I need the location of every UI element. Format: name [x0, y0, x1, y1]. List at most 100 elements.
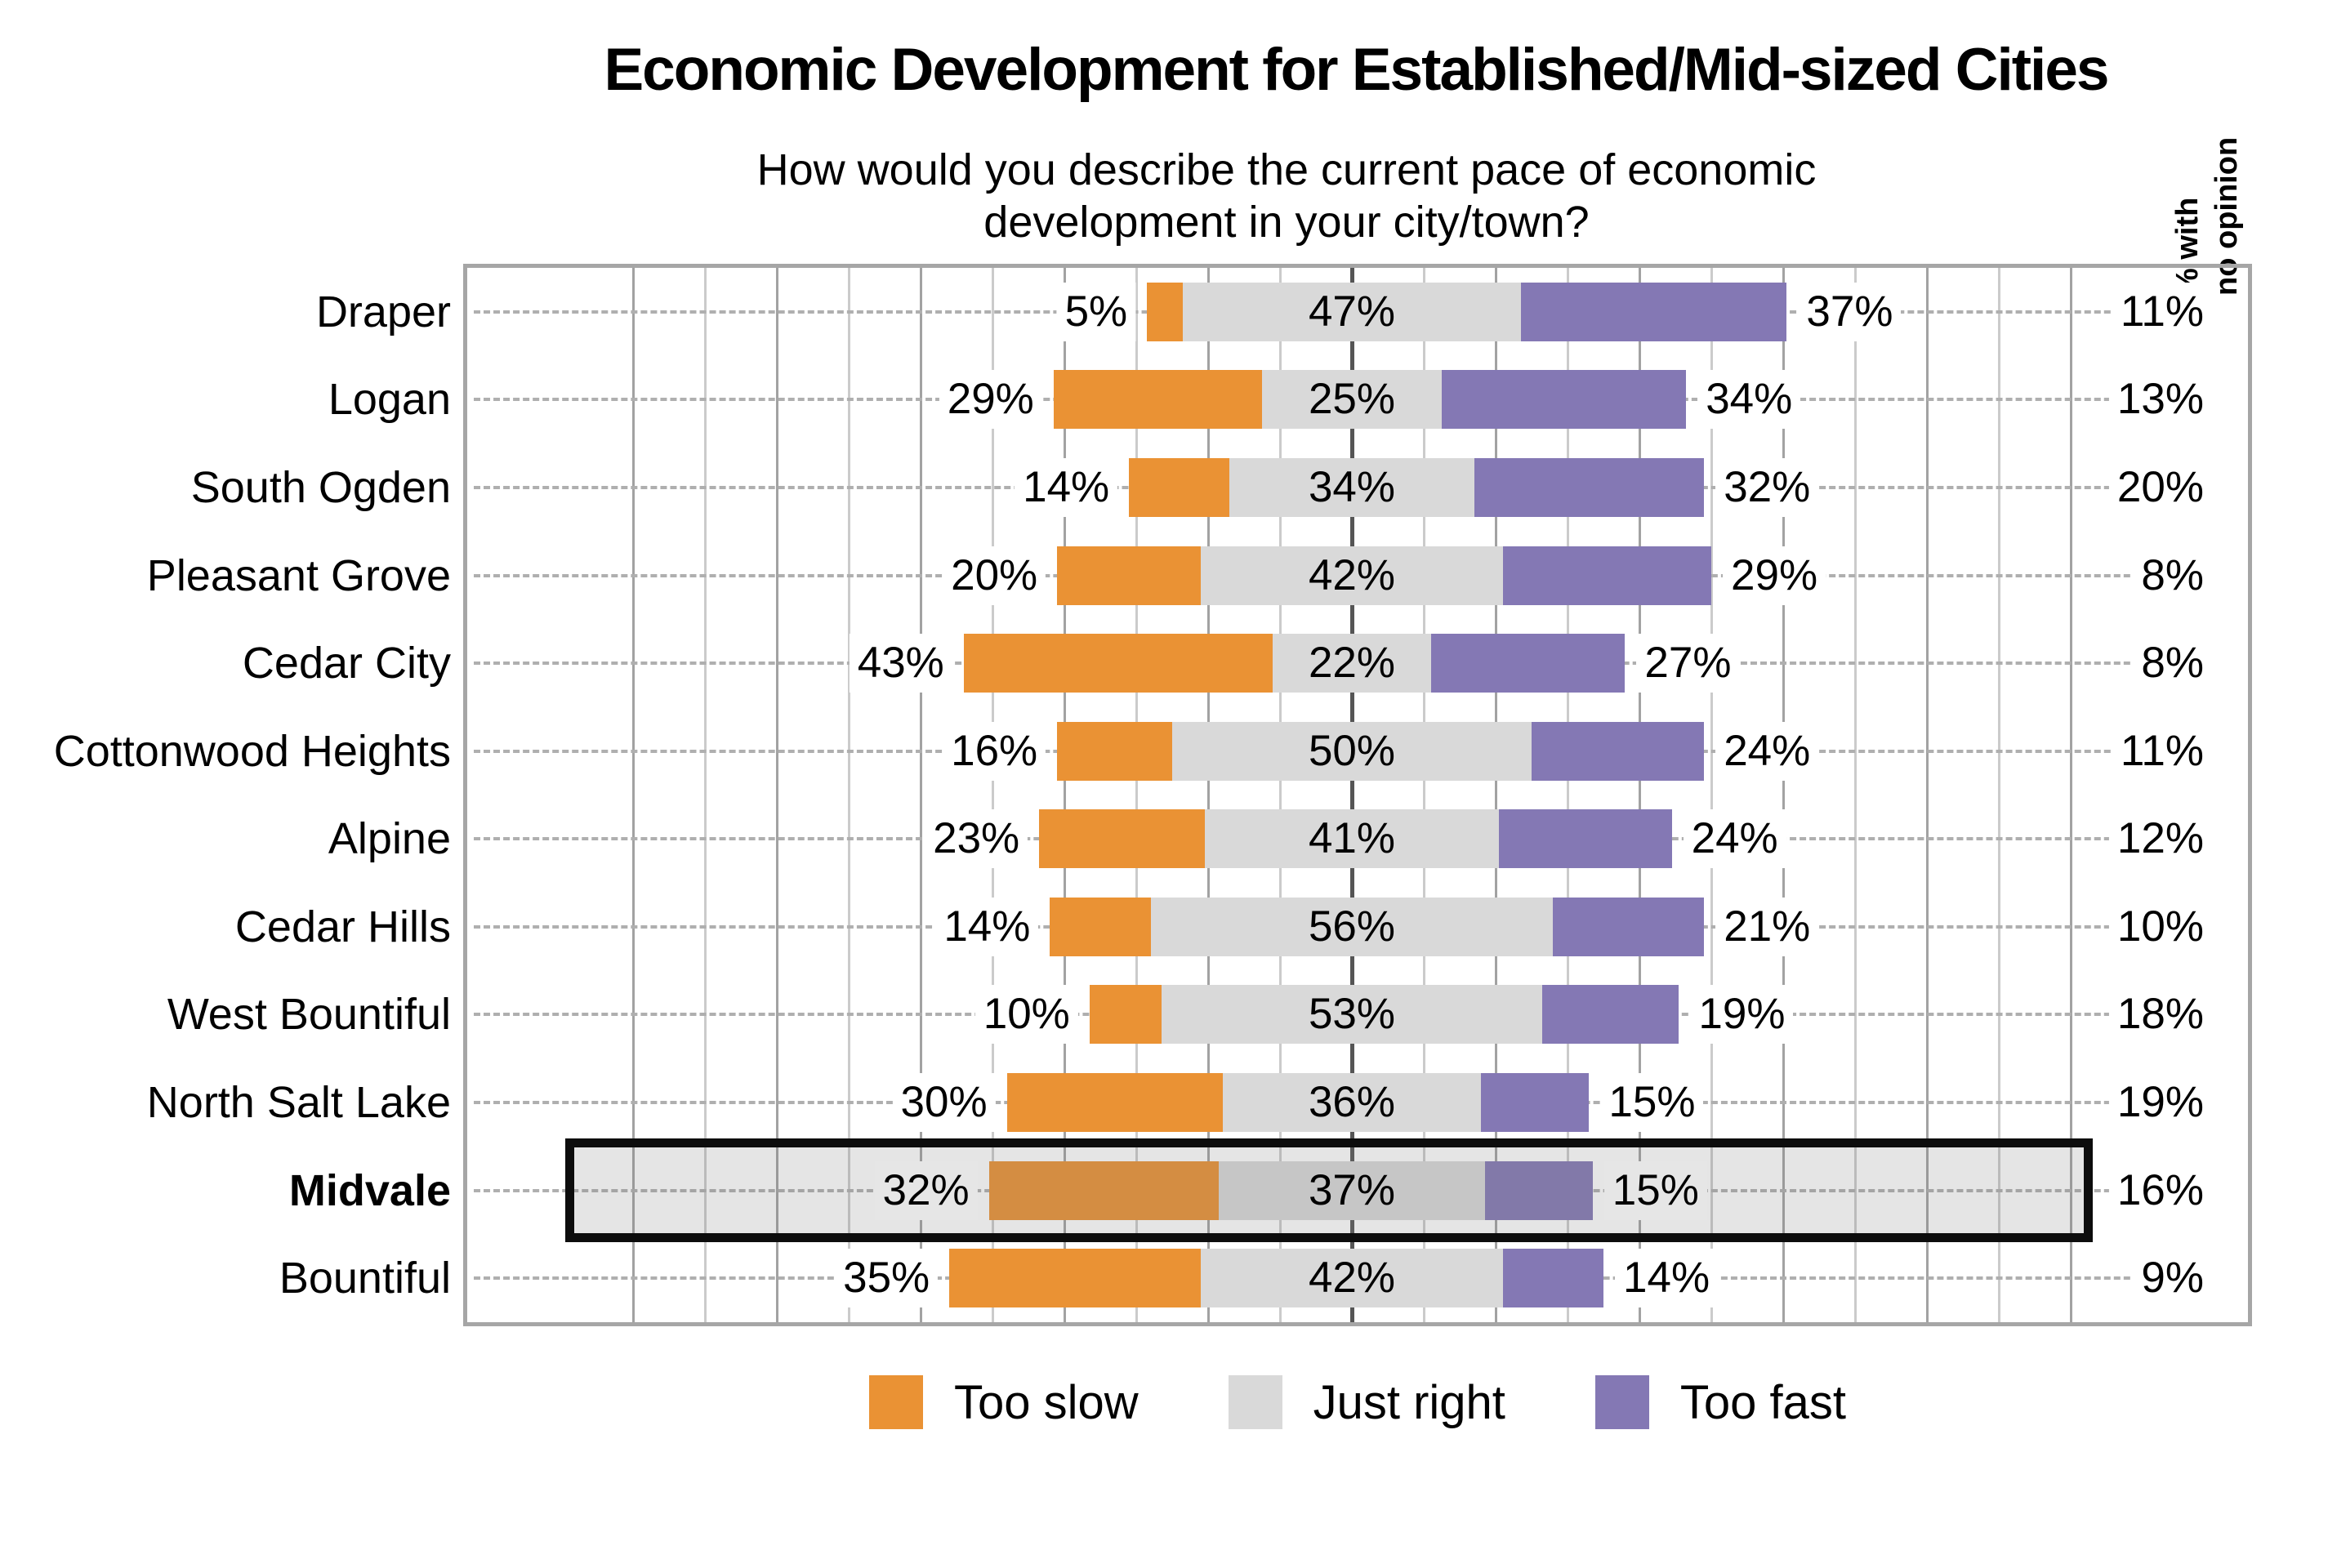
value-label-too-slow: 43%: [849, 634, 952, 693]
value-label-just-right: 42%: [1308, 1254, 1396, 1303]
no-opinion-column-header: % with no opinion: [2083, 47, 2328, 296]
value-label-just-right: 37%: [1308, 1165, 1396, 1214]
value-label-just-right: 42%: [1308, 550, 1396, 599]
legend: Too slow Just right Too fast: [463, 1365, 2252, 1439]
value-label-no-opinion: 13%: [2108, 370, 2212, 430]
bar-segment-too-slow: [1006, 1073, 1223, 1133]
chart-subtitle-line1: How would you describe the current pace …: [756, 145, 1817, 194]
bar-segment-just-right: [1219, 1160, 1485, 1220]
gridline: [2069, 268, 2072, 1322]
legend-label-too-slow: Too slow: [953, 1375, 1139, 1429]
value-label-too-fast: 15%: [1603, 1160, 1707, 1220]
city-label: Pleasant Grove: [146, 550, 451, 600]
bar-segment-too-slow: [1089, 985, 1162, 1045]
value-label-no-opinion: 19%: [2108, 1073, 2212, 1133]
bar-segment-too-fast: [1442, 370, 1687, 430]
bar-segment-just-right: [1204, 809, 1500, 869]
bar-segment-too-fast: [1502, 546, 1711, 605]
value-label-too-fast: 29%: [1723, 546, 1826, 605]
bar-segment-too-slow: [988, 1160, 1220, 1220]
gridline: [1278, 268, 1282, 1322]
city-label: Cottonwood Heights: [53, 726, 451, 776]
value-label-too-slow: 5%: [1056, 282, 1136, 341]
city-label: Cedar City: [242, 639, 451, 688]
value-label-just-right: 36%: [1308, 1078, 1396, 1127]
highlight-box-midvale: [565, 1138, 2093, 1243]
bar-segment-too-slow: [949, 1249, 1202, 1308]
bar-segment-too-fast: [1553, 897, 1705, 956]
city-label: Alpine: [328, 814, 451, 864]
value-label-no-opinion: 11%: [2112, 282, 2212, 341]
bar-segment-just-right: [1201, 546, 1503, 605]
city-label: West Bountiful: [167, 990, 451, 1040]
value-label-too-fast: 27%: [1636, 634, 1740, 693]
chart-subtitle: How would you describe the current pace …: [245, 144, 2328, 248]
gridline: [1494, 268, 1497, 1322]
value-label-too-slow: 29%: [939, 370, 1042, 430]
gridline: [1782, 268, 1785, 1322]
bar-segment-too-fast: [1499, 809, 1672, 869]
gridline: [1638, 268, 1641, 1322]
bar-segment-too-slow: [1129, 457, 1230, 517]
value-label-no-opinion: 10%: [2108, 897, 2212, 956]
gridline: [1710, 268, 1713, 1322]
value-label-too-slow: 10%: [974, 985, 1078, 1045]
gridline: [1206, 268, 1210, 1322]
value-label-no-opinion: 9%: [2133, 1249, 2212, 1308]
value-label-just-right: 34%: [1308, 462, 1396, 511]
bar-segment-too-slow: [963, 634, 1273, 693]
city-label: North Salt Lake: [146, 1078, 451, 1128]
city-label: Midvale: [288, 1165, 451, 1215]
bar-segment-too-slow: [1147, 282, 1184, 341]
plot-inner: 5% 47% 37% 11% 29% 25% 34% 13% 14% 34% 32% 20% 20% 42…: [467, 268, 2248, 1322]
value-label-too-fast: 32%: [1715, 457, 1819, 517]
bar-segment-too-slow: [1057, 546, 1202, 605]
chart-title: Economic Development for Established/Mid…: [604, 37, 2109, 103]
bar-segment-too-fast: [1502, 1249, 1603, 1308]
value-label-too-slow: 23%: [925, 809, 1028, 869]
legend-label-just-right: Just right: [1313, 1375, 1505, 1429]
city-label: Logan: [328, 375, 451, 425]
value-label-no-opinion: 18%: [2108, 985, 2212, 1045]
bar-segment-just-right: [1229, 457, 1474, 517]
bar-segment-too-slow: [1053, 370, 1262, 430]
plot-area: 5% 47% 37% 11% 29% 25% 34% 13% 14% 34% 32% 20% 20% 42…: [463, 264, 2252, 1326]
legend-label-too-fast: Too fast: [1679, 1375, 1847, 1429]
value-label-just-right: 53%: [1308, 990, 1396, 1039]
bar-segment-just-right: [1201, 1249, 1503, 1308]
value-label-too-fast: 21%: [1715, 897, 1819, 956]
value-label-too-slow: 14%: [1015, 457, 1118, 517]
gridline: [847, 268, 850, 1322]
bar-segment-just-right: [1161, 985, 1543, 1045]
gridline: [703, 268, 707, 1322]
legend-item-too-slow: Too slow: [868, 1375, 1139, 1430]
value-label-just-right: 47%: [1308, 287, 1396, 336]
value-label-too-slow: 20%: [943, 546, 1046, 605]
value-label-too-slow: 14%: [935, 897, 1039, 956]
bar-segment-just-right: [1172, 721, 1532, 781]
bar-segment-too-fast: [1520, 282, 1787, 341]
value-label-no-opinion: 12%: [2108, 809, 2212, 869]
bar-segment-just-right: [1273, 634, 1431, 693]
bar-segment-too-fast: [1474, 457, 1705, 517]
bar-segment-just-right: [1222, 1073, 1482, 1133]
bar-segment-too-slow: [1050, 897, 1151, 956]
value-label-no-opinion: 8%: [2133, 546, 2212, 605]
value-label-too-slow: 16%: [943, 721, 1046, 781]
no-opinion-header-line1: % with: [2170, 197, 2205, 296]
gridline: [1566, 268, 1569, 1322]
city-label: Cedar Hills: [234, 902, 451, 951]
value-label-no-opinion: 16%: [2108, 1160, 2212, 1220]
bar-segment-too-fast: [1542, 985, 1679, 1045]
value-label-just-right: 50%: [1308, 726, 1396, 775]
bar-segment-too-fast: [1484, 1160, 1593, 1220]
too-fast-swatch-icon: [1594, 1375, 1649, 1429]
gridline: [919, 268, 922, 1322]
value-label-just-right: 56%: [1308, 902, 1396, 951]
bar-segment-just-right: [1150, 897, 1554, 956]
just-right-swatch-icon: [1228, 1375, 1282, 1429]
bar-segment-too-fast: [1430, 634, 1626, 693]
city-label: Draper: [315, 287, 451, 336]
value-label-too-fast: 14%: [1615, 1249, 1719, 1308]
